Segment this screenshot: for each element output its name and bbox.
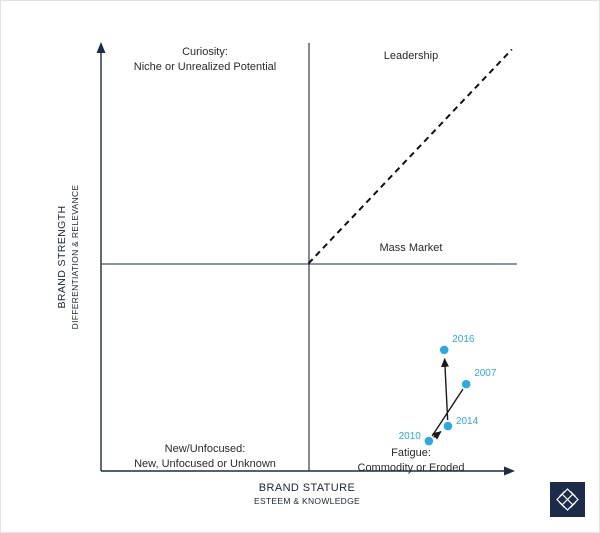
quadrant-title: Leadership bbox=[383, 50, 439, 62]
y-axis-title: BRAND STRENGTH DIFFERENTIATION & RELEVAN… bbox=[56, 185, 80, 330]
quadrant-title: New/Unfocused: bbox=[164, 443, 246, 455]
quadrant-label-fatigue: Fatigue: Commodity or Eroded bbox=[309, 446, 513, 476]
quadrant-title: Fatigue: bbox=[391, 447, 431, 459]
year-label-2010: 2010 bbox=[399, 431, 422, 442]
year-label-2016: 2016 bbox=[452, 334, 475, 345]
data-layer: 2016 2007 2014 2010 bbox=[307, 48, 513, 446]
y-axis-title-text: BRAND STRENGTH bbox=[56, 205, 68, 309]
quadrant-subtitle: Niche or Unrealized Potential bbox=[133, 60, 277, 73]
quadrant-subtitle: Commodity or Eroded bbox=[357, 461, 465, 474]
quadrant-label-curiosity: Curiosity: Niche or Unrealized Potential bbox=[101, 45, 309, 75]
year-label-2007: 2007 bbox=[474, 368, 497, 379]
quadrant-label-new-unfocused: New/Unfocused: New, Unfocused or Unknown bbox=[101, 442, 309, 472]
mass-market-label: Mass Market bbox=[379, 242, 443, 254]
x-axis-title: BRAND STATURE ESTEEM & KNOWLEDGE bbox=[101, 482, 513, 506]
trajectory-segment-2014-2016 bbox=[441, 357, 450, 421]
brand-logo bbox=[550, 482, 585, 517]
mass-market-dashed-diagonal bbox=[307, 48, 513, 265]
x-axis-arrow-icon bbox=[504, 466, 515, 476]
quadrant-subtitle: New, Unfocused or Unknown bbox=[134, 457, 276, 470]
data-point-2010 bbox=[424, 436, 434, 446]
x-axis-title-text: BRAND STATURE bbox=[258, 482, 356, 494]
trajectory-segment-2010-2014 bbox=[432, 430, 442, 440]
year-label-2014: 2014 bbox=[456, 416, 479, 427]
logo-lattice-icon bbox=[550, 482, 585, 517]
data-point-2014 bbox=[443, 421, 453, 431]
y-axis-subtitle-text: DIFFERENTIATION & RELEVANCE bbox=[70, 184, 80, 330]
data-point-2007 bbox=[461, 379, 471, 389]
y-axis-arrow-icon bbox=[96, 42, 106, 53]
quadrant-title: Curiosity: bbox=[182, 46, 228, 58]
data-point-2016 bbox=[439, 345, 449, 355]
x-axis-subtitle-text: ESTEEM & KNOWLEDGE bbox=[253, 496, 360, 506]
quadrant-label-leadership: Leadership bbox=[309, 49, 513, 64]
